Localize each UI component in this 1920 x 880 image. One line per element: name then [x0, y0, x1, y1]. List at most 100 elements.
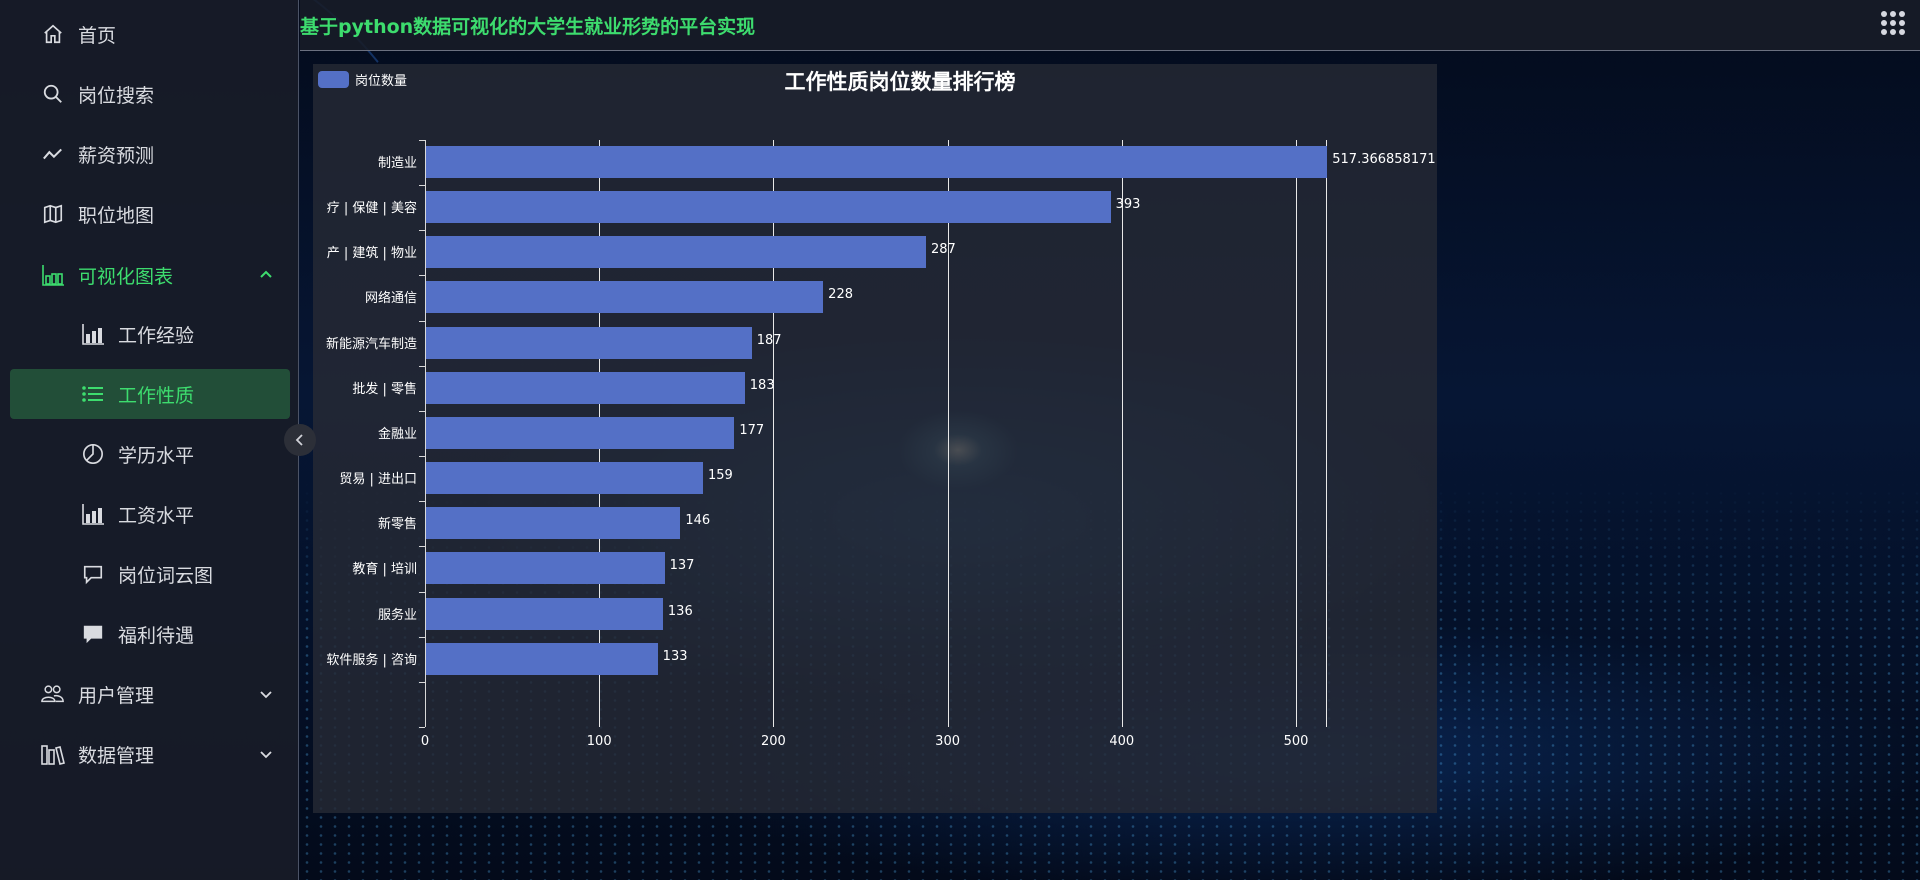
pie-chart-icon — [81, 442, 105, 466]
y-axis-tick — [419, 501, 425, 503]
bar[interactable] — [426, 642, 658, 675]
y-axis-category-label: 服务业 — [377, 607, 417, 623]
sidebar-item-salary-level[interactable]: 工资水平 — [0, 489, 299, 539]
home-icon — [41, 22, 65, 46]
bar-chart-icon — [81, 322, 105, 346]
x-axis-tick-label: 400 — [1109, 734, 1135, 749]
bar[interactable] — [426, 416, 735, 449]
y-axis-tick — [419, 726, 425, 728]
y-axis-tick — [419, 636, 425, 638]
x-axis-tick-label: 0 — [420, 734, 430, 749]
bar[interactable] — [426, 236, 926, 269]
sidebar-item-data-management[interactable]: 数据管理 — [0, 729, 299, 779]
chevron-left-icon — [295, 434, 303, 446]
bar[interactable] — [426, 146, 1328, 178]
sidebar-item-work-experience[interactable]: 工作经验 — [0, 309, 299, 359]
list-icon — [81, 382, 105, 406]
bar-value-label: 159 — [707, 468, 733, 484]
y-axis-category-label: 新零售 — [377, 517, 417, 533]
y-axis-tick — [419, 410, 425, 412]
bar[interactable] — [426, 462, 703, 495]
y-axis-category-label: 软件服务 | 咨询 — [326, 652, 417, 668]
app-title: 基于python数据可视化的大学生就业形势的平台实现 — [300, 16, 756, 38]
bar-value-label: 183 — [749, 377, 775, 393]
chart-title: 工作性质岗位数量排行榜 — [784, 70, 1016, 94]
x-axis-tick-label: 300 — [935, 734, 961, 749]
sidebar-item-label: 岗位词云图 — [118, 564, 214, 587]
chat-bubble-filled-icon — [81, 622, 105, 646]
sidebar-item-label: 职位地图 — [78, 204, 155, 227]
y-axis-category-label: 产 | 建筑 | 物业 — [326, 246, 417, 262]
sidebar-item-work-nature[interactable]: 工作性质 — [10, 369, 290, 419]
y-axis-tick — [419, 185, 425, 187]
bar[interactable] — [426, 371, 745, 404]
bar-chart-outline-icon — [41, 263, 65, 287]
bar-value-label: 133 — [662, 648, 688, 664]
sidebar-item-label: 岗位搜索 — [78, 84, 155, 107]
bar-row: 新零售 146 — [313, 501, 1437, 546]
chevron-down-icon — [260, 691, 272, 699]
apps-grid-button[interactable] — [1880, 10, 1906, 36]
bar[interactable] — [426, 191, 1111, 224]
bar[interactable] — [426, 281, 824, 314]
sidebar-item-label: 学历水平 — [118, 444, 195, 467]
y-axis-category-label: 新能源汽车制造 — [325, 336, 417, 352]
chevron-up-icon — [260, 270, 272, 278]
books-icon — [41, 742, 65, 766]
bar[interactable] — [426, 507, 681, 540]
apps-grid-icon — [1881, 11, 1905, 35]
bar[interactable] — [426, 326, 752, 359]
sidebar: 首页 岗位搜索 薪资预测 职位地图 可视化图表 工作经验 工作性质 — [0, 0, 299, 880]
sidebar-item-education-level[interactable]: 学历水平 — [0, 429, 299, 479]
x-gridline — [947, 140, 949, 727]
chart-legend-item[interactable]: 岗位数量 — [318, 70, 407, 89]
sidebar-item-salary-forecast[interactable]: 薪资预测 — [0, 129, 299, 179]
chat-bubble-outline-icon — [81, 562, 105, 586]
legend-swatch — [318, 71, 349, 88]
sidebar-item-word-cloud[interactable]: 岗位词云图 — [0, 549, 299, 599]
bar-value-label: 137 — [669, 558, 695, 574]
y-axis-tick — [419, 365, 425, 367]
sidebar-item-job-search[interactable]: 岗位搜索 — [0, 69, 299, 119]
bar-value-label: 287 — [930, 242, 956, 258]
users-icon — [41, 682, 65, 706]
y-axis-category-label: 网络通信 — [364, 291, 417, 307]
sidebar-item-label: 可视化图表 — [78, 265, 174, 288]
y-axis-category-label: 贸易 | 进出口 — [339, 472, 417, 488]
y-axis-category-label: 制造业 — [377, 156, 417, 171]
sidebar-item-home[interactable]: 首页 — [0, 9, 299, 59]
bar-row: 网络通信 228 — [313, 275, 1437, 320]
sidebar-item-charts[interactable]: 可视化图表 — [0, 250, 299, 300]
sidebar-item-label: 首页 — [78, 24, 117, 47]
y-axis-tick — [419, 681, 425, 683]
y-axis-tick — [419, 320, 425, 322]
y-axis-tick — [419, 275, 425, 277]
chart-panel: 岗位数量 工作性质岗位数量排行榜 0 100 200 300 400 500 制造业 517.… — [313, 64, 1437, 813]
bar-value-label: 177 — [739, 422, 765, 438]
bar-value-label: 393 — [1115, 197, 1141, 213]
bar-value-label: 187 — [756, 332, 782, 348]
y-axis-tick — [419, 456, 425, 458]
bar-row: 疗 | 保健 | 美容 393 — [313, 185, 1437, 230]
y-axis-category-label: 金融业 — [377, 426, 417, 442]
bar-row: 批发 | 零售 183 — [313, 366, 1437, 411]
x-axis-tick-label: 100 — [586, 734, 612, 749]
sidebar-item-label: 工资水平 — [118, 504, 195, 527]
sidebar-item-label: 福利待遇 — [118, 624, 195, 647]
legend-label: 岗位数量 — [355, 74, 408, 89]
top-header: 基于python数据可视化的大学生就业形势的平台实现 — [300, 0, 1920, 51]
y-axis-category-label: 批发 | 零售 — [352, 381, 417, 397]
bar[interactable] — [426, 552, 665, 585]
sidebar-item-job-map[interactable]: 职位地图 — [0, 189, 299, 239]
bar-row: 软件服务 | 咨询 133 — [313, 637, 1437, 682]
sidebar-collapse-button[interactable] — [284, 424, 316, 456]
bar-row: 新能源汽车制造 187 — [313, 321, 1437, 366]
y-axis-category-label: 疗 | 保健 | 美容 — [326, 201, 417, 217]
sidebar-item-label: 工作性质 — [118, 384, 195, 407]
bar-value-label: 228 — [828, 287, 853, 303]
x-gridline — [1121, 140, 1123, 727]
bar[interactable] — [426, 597, 663, 630]
sidebar-item-user-management[interactable]: 用户管理 — [0, 669, 299, 719]
sidebar-item-benefits[interactable]: 福利待遇 — [0, 609, 299, 659]
bar-chart-icon — [81, 502, 105, 526]
